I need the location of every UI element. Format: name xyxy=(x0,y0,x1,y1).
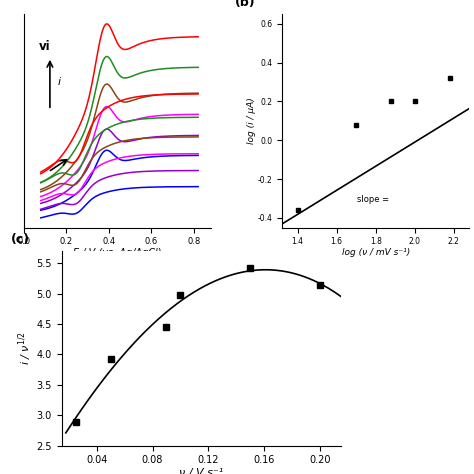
Y-axis label: $i$ / $\nu^{1/2}$: $i$ / $\nu^{1/2}$ xyxy=(16,331,34,365)
X-axis label: log (ν / mV s⁻¹): log (ν / mV s⁻¹) xyxy=(342,247,410,256)
Text: (b): (b) xyxy=(235,0,256,9)
Text: slope =: slope = xyxy=(357,195,389,204)
Text: (c): (c) xyxy=(11,234,30,246)
X-axis label: ν / V s⁻¹: ν / V s⁻¹ xyxy=(179,468,224,474)
X-axis label: E / V (vs. Ag/AgCl): E / V (vs. Ag/AgCl) xyxy=(73,247,162,258)
Text: vi: vi xyxy=(39,40,50,54)
Y-axis label: log (i / μA): log (i / μA) xyxy=(247,98,256,144)
Text: i: i xyxy=(57,77,61,87)
